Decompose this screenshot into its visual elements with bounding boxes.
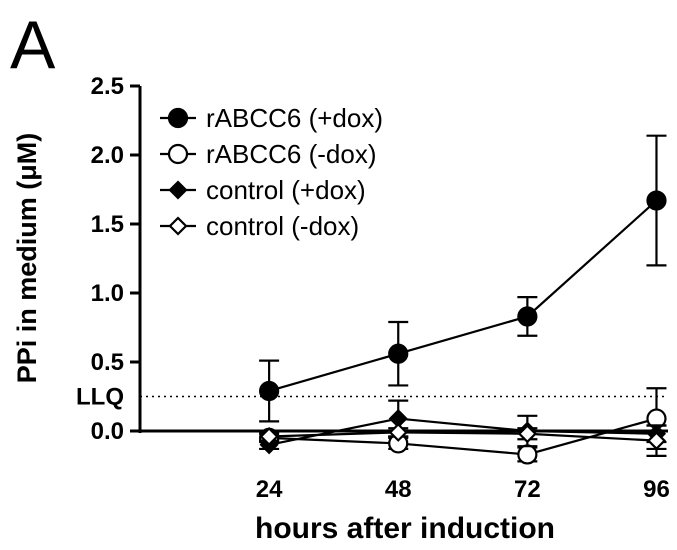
y-tick-label: 0.5	[91, 349, 124, 376]
legend-label: rABCC6 (+dox)	[206, 103, 383, 133]
data-point	[517, 444, 538, 465]
series-3	[259, 399, 667, 455]
x-tick-label: 96	[643, 476, 670, 503]
y-tick-label: 0.0	[91, 418, 124, 445]
series-line	[268, 199, 658, 393]
y-axis-label: PPi in medium (μM)	[12, 133, 42, 384]
y-tick-label: 1.5	[91, 211, 124, 238]
y-tick-label: 2.0	[91, 142, 124, 169]
legend-marker	[168, 180, 188, 200]
series-line	[268, 417, 657, 446]
x-tick-label: 24	[256, 476, 283, 503]
data-point	[388, 422, 408, 442]
series-layer	[259, 134, 667, 465]
series-1	[259, 134, 667, 423]
legend-marker	[167, 143, 189, 165]
legend-entry: control (-dox)	[160, 211, 359, 241]
series-line	[269, 431, 657, 442]
legend-entry: rABCC6 (+dox)	[160, 103, 383, 133]
panel-label: A	[10, 7, 56, 83]
llq-label: LLQ	[76, 384, 124, 411]
x-tick-label: 72	[514, 476, 541, 503]
y-tick-label: 2.5	[91, 73, 124, 100]
data-point	[259, 426, 279, 447]
legend-entry: control (+dox)	[160, 175, 366, 205]
x-tick-label: 48	[385, 476, 412, 503]
data-point	[517, 424, 537, 444]
data-point	[388, 343, 409, 364]
axes: 0.0 0.5 1.0 1.5 2.0 2.5 24 48 72 96	[91, 73, 670, 503]
legend-marker	[168, 216, 188, 236]
legend-label: control (+dox)	[206, 175, 366, 205]
data-point	[517, 306, 538, 327]
legend: rABCC6 (+dox) rABCC6 (-dox) control (+dox)…	[160, 103, 383, 241]
y-tick-label: 1.0	[91, 280, 124, 307]
data-point	[259, 380, 280, 402]
legend-marker	[167, 107, 189, 129]
llq-reference: LLQ	[76, 384, 668, 411]
x-axis-label: hours after induction	[255, 512, 555, 545]
legend-label: control (-dox)	[206, 211, 359, 241]
data-point	[646, 431, 667, 451]
legend-entry: rABCC6 (-dox)	[160, 139, 376, 169]
legend-label: rABCC6 (-dox)	[206, 139, 376, 169]
data-point	[646, 190, 667, 211]
series-4	[259, 422, 667, 457]
